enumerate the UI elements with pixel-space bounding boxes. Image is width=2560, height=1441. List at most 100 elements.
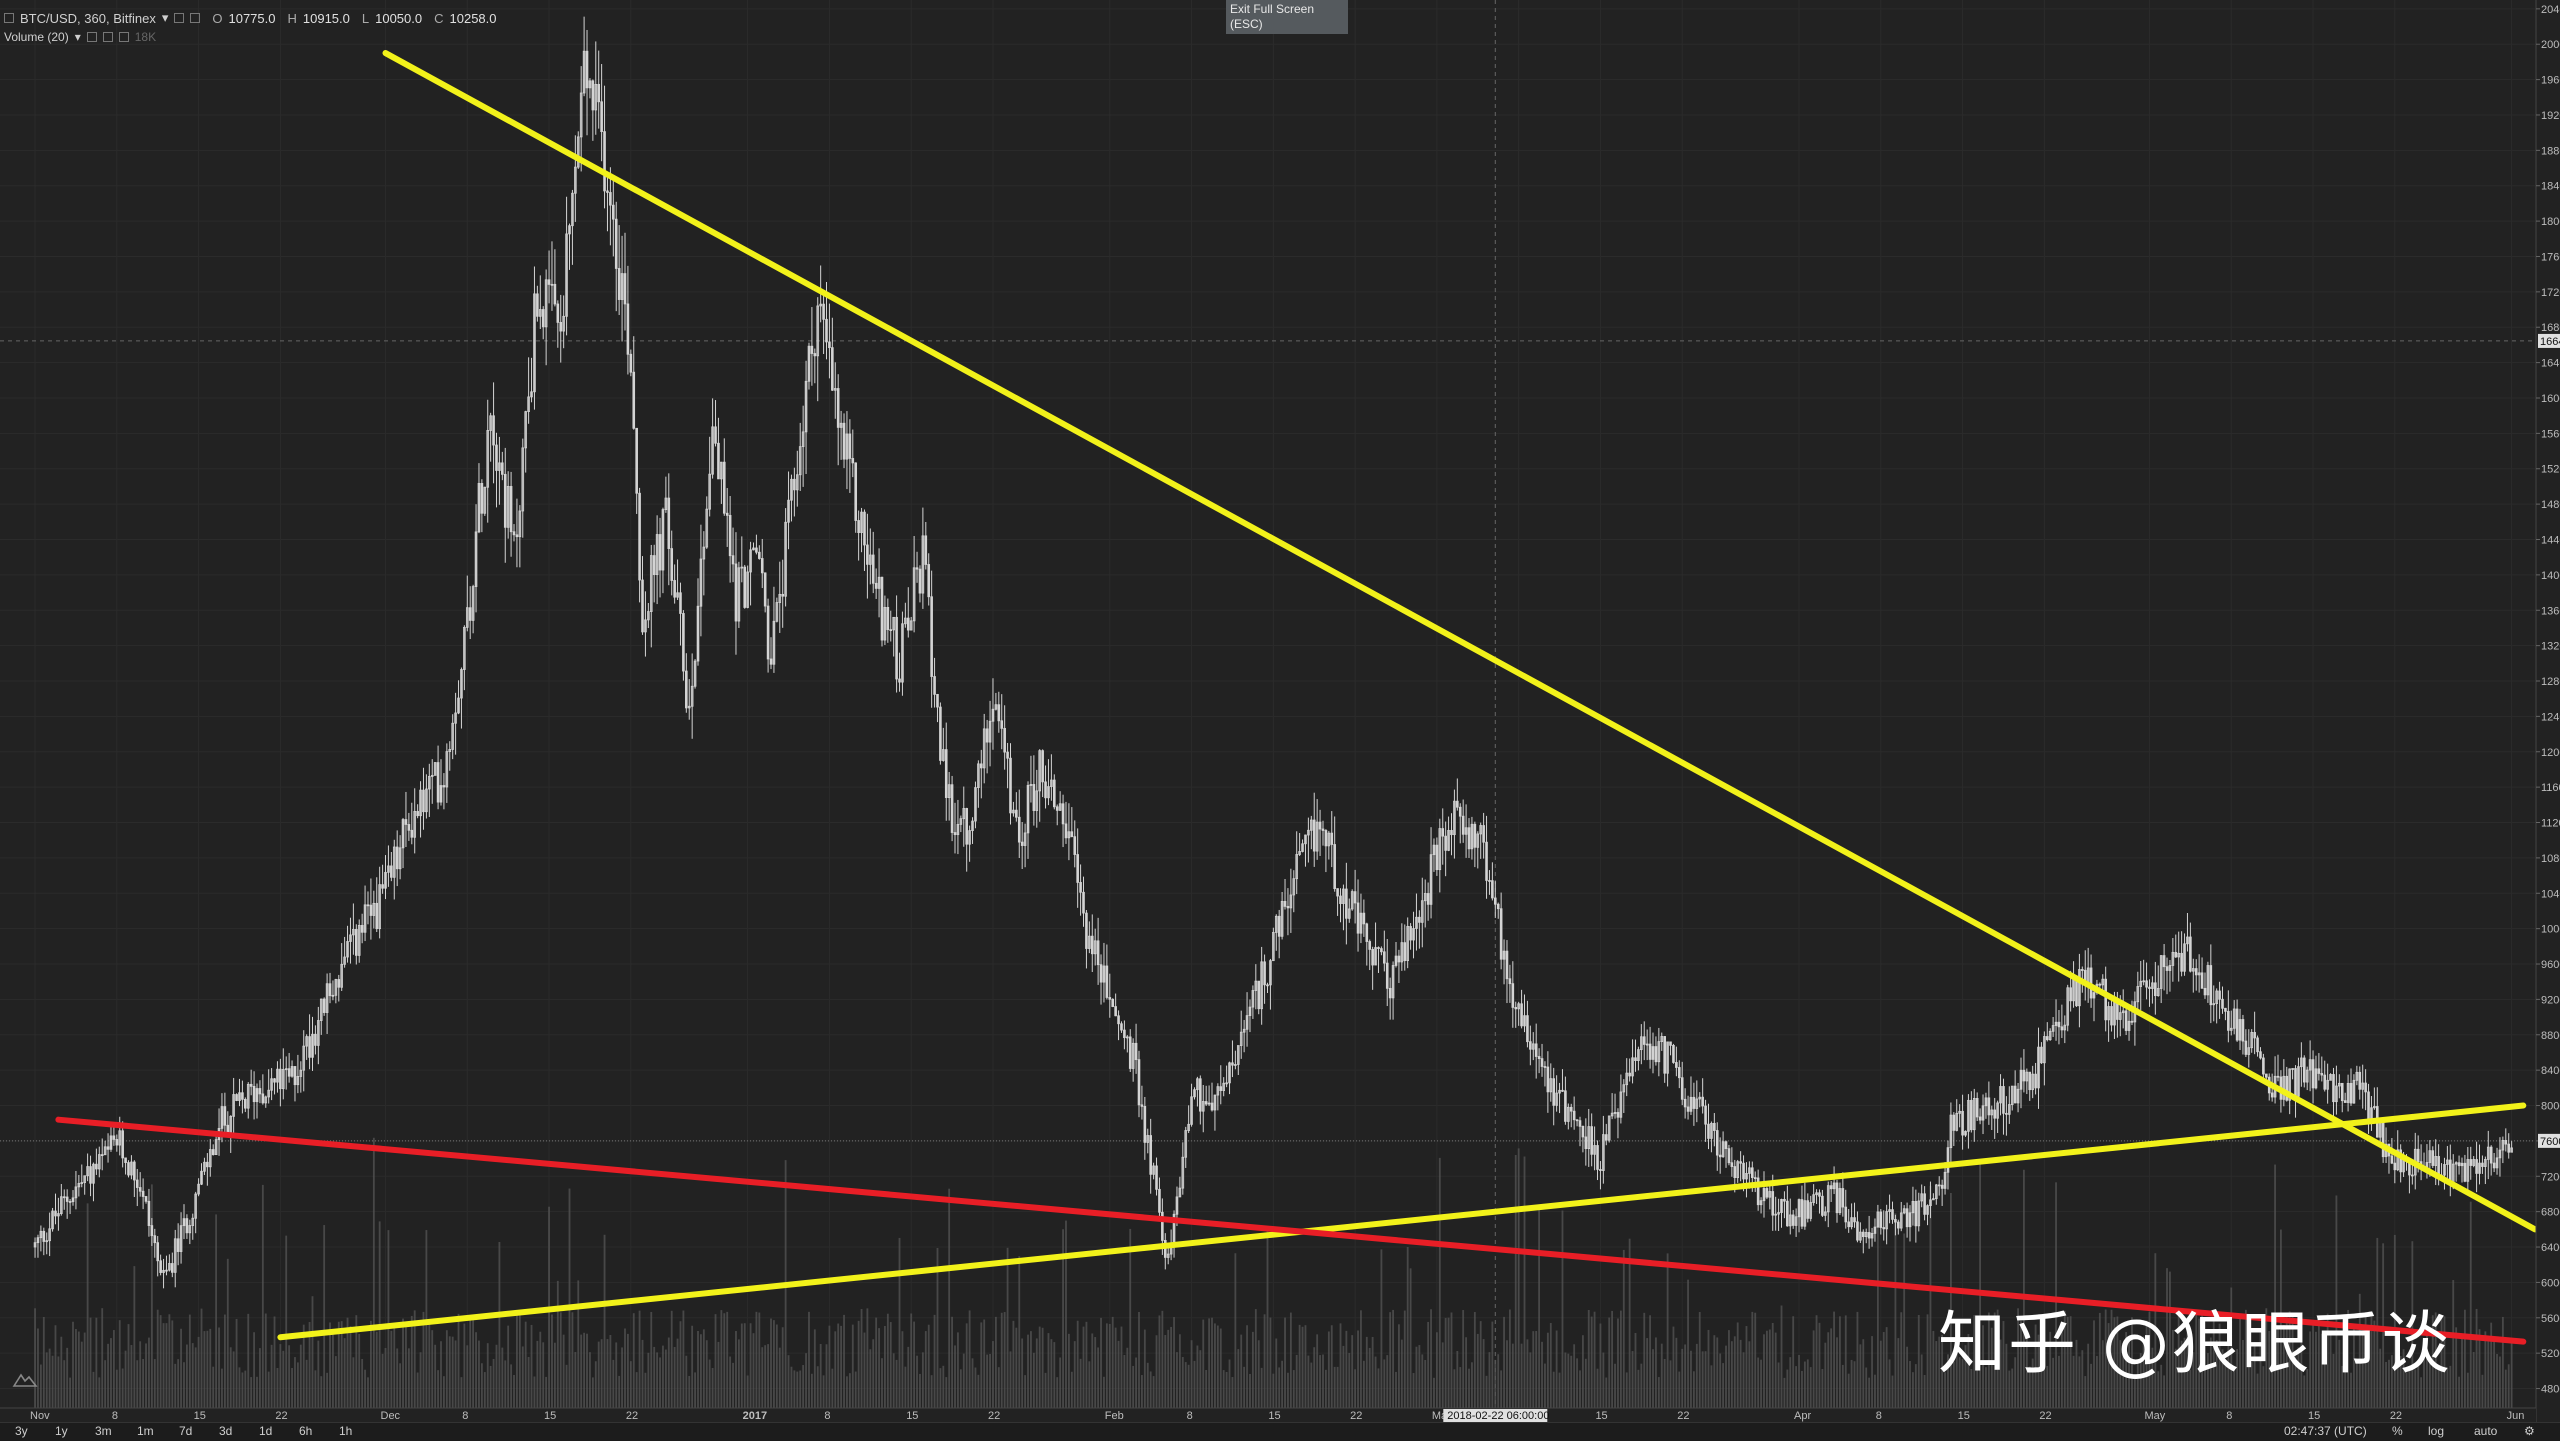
volume-bar (673, 1347, 676, 1408)
volume-bar (1427, 1321, 1430, 1408)
candle-body (699, 558, 703, 607)
price-tick-label: 14400.0 (2541, 534, 2560, 546)
exit-fullscreen-tooltip[interactable]: Exit Full Screen (ESC) (1226, 0, 1348, 34)
close-icon[interactable] (190, 13, 201, 23)
candle-body (991, 708, 995, 722)
volume-bar (2478, 1329, 2481, 1408)
volume-bar (460, 1377, 463, 1408)
volume-bar (1643, 1312, 1646, 1408)
candle-body (1283, 900, 1287, 907)
volume-bar (942, 1365, 945, 1408)
volume-bar (708, 1359, 711, 1408)
range-3d-button[interactable]: 3d (219, 1424, 233, 1438)
volume-bar (1094, 1337, 1097, 1408)
volume-bar (907, 1346, 910, 1408)
range-1d-button[interactable]: 1d (259, 1424, 273, 1438)
price-marker-label: 7600.4 (2540, 1136, 2560, 1148)
candle-body (95, 1163, 98, 1170)
candle-body (1800, 1199, 1804, 1227)
volume-bar (133, 1266, 136, 1408)
candle-body (2013, 1085, 2017, 1104)
volume-settings-icon[interactable] (86, 32, 97, 42)
range-1m-button[interactable]: 1m (137, 1424, 154, 1438)
candle-body (871, 554, 875, 584)
volume-label[interactable]: Volume (20) (4, 30, 69, 44)
volume-bar (1596, 1368, 1599, 1408)
symbol-label[interactable]: BTC/USD, 360, Bitfinex (20, 10, 156, 26)
candle-body (2498, 1149, 2502, 1159)
volume-bar (60, 1336, 63, 1408)
candle-body (553, 283, 557, 305)
watermark: 知乎 @狼眼币谈 (1938, 1305, 2452, 1384)
volume-bar (507, 1325, 510, 1408)
volume-bar (37, 1328, 39, 1408)
volume-bar (898, 1237, 901, 1408)
collapse-icon[interactable] (4, 13, 14, 23)
candle-body (42, 1230, 46, 1242)
candle-body (2206, 965, 2210, 996)
chevron-down-icon[interactable]: ▾ (161, 10, 169, 25)
log-scale-button[interactable]: log (2428, 1424, 2445, 1438)
percent-scale-button[interactable]: % (2392, 1424, 2403, 1438)
candle-body (626, 303, 630, 355)
range-3y-button[interactable]: 3y (15, 1424, 28, 1438)
volume-bar (77, 1331, 80, 1408)
candle-body (1654, 1046, 1658, 1063)
gear-icon[interactable]: ⚙ (2524, 1424, 2535, 1438)
candle-body (1645, 1043, 1649, 1046)
volume-bar (656, 1352, 659, 1408)
candle-body (77, 1183, 81, 1188)
volume-close-icon[interactable] (102, 32, 113, 42)
volume-bar (1310, 1362, 1313, 1408)
volume-bar (831, 1368, 834, 1408)
candle-body (1274, 915, 1278, 933)
tradingview-logo-icon (12, 1373, 38, 1387)
candle-body (682, 613, 685, 672)
settings-icon[interactable] (174, 13, 185, 23)
candle-body (649, 555, 653, 612)
volume-bar (1541, 1341, 1543, 1408)
candle-body (208, 1149, 212, 1168)
volume-bar (1050, 1339, 1053, 1408)
volume-hide-icon[interactable] (118, 32, 129, 42)
candle-body (2428, 1150, 2432, 1163)
volume-bar (1383, 1359, 1386, 1408)
candle-body (1815, 1192, 1818, 1196)
candle-body (1698, 1096, 1702, 1100)
volume-bar (2315, 1331, 2317, 1408)
volume-bar (989, 1353, 991, 1408)
candle-body (1505, 950, 1509, 980)
candle-body (1771, 1191, 1775, 1216)
yellow-trendline-0 (277, 1102, 2527, 1341)
candle-body (664, 497, 668, 510)
volume-bar (1649, 1315, 1651, 1408)
volume-bar (1070, 1371, 1073, 1408)
candle-body (1178, 1187, 1182, 1198)
volume-value: 18K (134, 30, 157, 44)
volume-bar (186, 1344, 188, 1408)
price-tick-label: 8400.0 (2541, 1065, 2560, 1077)
candle-body (1280, 900, 1284, 937)
auto-scale-button[interactable]: auto (2474, 1424, 2498, 1438)
volume-bar (2151, 1347, 2154, 1408)
volume-chevron-icon[interactable]: ▾ (74, 30, 81, 44)
candle-body (2308, 1059, 2312, 1071)
candle-body (460, 669, 463, 699)
candle-body (1523, 1015, 1526, 1027)
range-7d-button[interactable]: 7d (179, 1424, 193, 1438)
range-3m-button[interactable]: 3m (95, 1424, 112, 1438)
volume-bar (1646, 1338, 1649, 1408)
volume-bar (810, 1373, 813, 1408)
volume-bar (381, 1353, 384, 1408)
volume-bar (1798, 1354, 1800, 1408)
candle-body (503, 473, 507, 528)
range-1y-button[interactable]: 1y (55, 1424, 68, 1438)
range-6h-button[interactable]: 6h (299, 1424, 313, 1438)
volume-bar (1444, 1317, 1447, 1408)
volume-bar (1246, 1325, 1248, 1408)
range-1h-button[interactable]: 1h (339, 1424, 353, 1438)
candle-body (1143, 1105, 1147, 1143)
volume-bar (63, 1360, 66, 1408)
volume-bar (247, 1313, 250, 1408)
